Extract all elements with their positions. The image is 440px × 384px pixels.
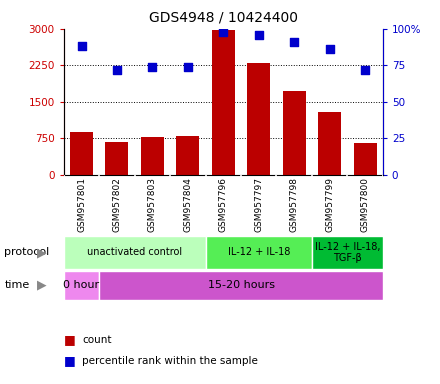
Point: [362, 66, 369, 73]
Bar: [176, 136, 199, 175]
Bar: [318, 113, 341, 175]
Title: GDS4948 / 10424400: GDS4948 / 10424400: [149, 11, 298, 25]
Text: GSM957797: GSM957797: [254, 177, 263, 232]
Text: GSM957803: GSM957803: [148, 177, 157, 232]
Bar: [212, 30, 235, 175]
Text: protocol: protocol: [4, 247, 50, 258]
Text: GSM957804: GSM957804: [183, 177, 192, 232]
Text: percentile rank within the sample: percentile rank within the sample: [82, 356, 258, 366]
Point: [184, 64, 191, 70]
Bar: [282, 91, 306, 175]
Text: count: count: [82, 335, 112, 345]
Text: GSM957798: GSM957798: [290, 177, 299, 232]
Text: GSM957796: GSM957796: [219, 177, 228, 232]
Text: ■: ■: [64, 354, 76, 367]
Point: [114, 66, 121, 73]
Point: [220, 29, 227, 35]
Bar: [106, 142, 128, 175]
Text: GSM957800: GSM957800: [360, 177, 370, 232]
Point: [326, 46, 333, 52]
Point: [78, 43, 85, 50]
Point: [291, 39, 298, 45]
Text: ■: ■: [64, 333, 76, 346]
Text: IL-12 + IL-18,
TGF-β: IL-12 + IL-18, TGF-β: [315, 242, 380, 263]
Bar: [64, 236, 205, 269]
Bar: [205, 236, 312, 269]
Point: [255, 31, 262, 38]
Text: GSM957802: GSM957802: [113, 177, 121, 232]
Bar: [99, 271, 383, 300]
Text: ▶: ▶: [37, 246, 47, 259]
Text: IL-12 + IL-18: IL-12 + IL-18: [227, 247, 290, 258]
Bar: [354, 142, 377, 175]
Text: GSM957801: GSM957801: [77, 177, 86, 232]
Bar: [70, 132, 93, 175]
Text: time: time: [4, 280, 29, 290]
Bar: [247, 63, 270, 175]
Bar: [64, 271, 99, 300]
Bar: [312, 236, 383, 269]
Text: ▶: ▶: [37, 279, 47, 291]
Text: GSM957799: GSM957799: [325, 177, 334, 232]
Point: [149, 64, 156, 70]
Text: 0 hour: 0 hour: [63, 280, 99, 290]
Text: unactivated control: unactivated control: [87, 247, 182, 258]
Bar: [141, 137, 164, 175]
Text: 15-20 hours: 15-20 hours: [208, 280, 275, 290]
